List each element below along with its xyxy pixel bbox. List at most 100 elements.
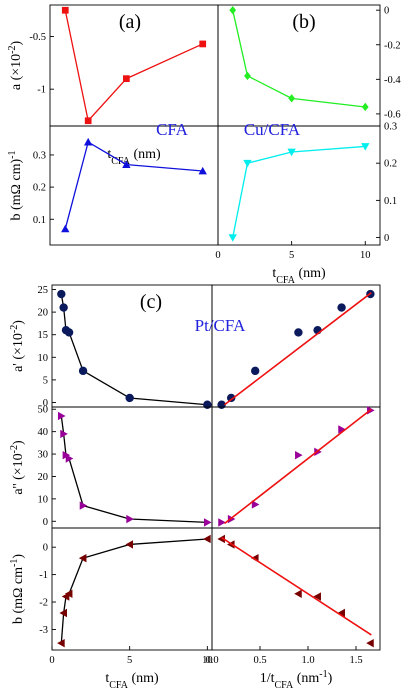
data-point xyxy=(217,534,225,544)
y-tick-label: 25 xyxy=(38,285,49,296)
data-point xyxy=(57,289,66,299)
panel-b_cfa: 0.1 0.2 0.3 CFA b (mΩ cm)-1 xyxy=(7,120,219,246)
data-point xyxy=(84,117,92,125)
plot-frame xyxy=(51,284,213,408)
data-point xyxy=(218,518,226,527)
data-point xyxy=(126,514,134,524)
svg-text:a (×10-2): a (×10-2) xyxy=(7,41,25,91)
y-tick-label: 50 xyxy=(38,405,49,416)
panel-b_cu: 0 0.1 0.2 0.3 0 5 10 Cu/CFA tCFA (nm) xyxy=(215,120,397,286)
data-point xyxy=(314,447,322,457)
x-axis-label-sub: CFA xyxy=(276,275,295,286)
data-point xyxy=(198,166,207,175)
x-tick-label: 0.0 xyxy=(205,655,218,666)
x-axis-unit-end: ) xyxy=(328,671,333,686)
x-tick-label: 5 xyxy=(127,655,132,666)
data-point xyxy=(57,411,66,421)
y-tick-label: 0.2 xyxy=(33,183,46,194)
y-tick-label: -0.5 xyxy=(29,32,46,43)
plot-frame xyxy=(51,406,213,529)
data-point xyxy=(366,638,374,648)
panel-c_app_t: 0 10 20 30 40 50 a'' (×10-2) xyxy=(9,405,213,529)
fit-line xyxy=(223,408,372,525)
y-tick-label: -1 xyxy=(37,85,46,96)
data-point xyxy=(227,393,236,403)
y-tick-label: 0 xyxy=(384,233,389,244)
y-tick-label: 0.3 xyxy=(33,150,46,161)
fit-line xyxy=(221,536,372,636)
x-axis-label: t xyxy=(272,266,276,281)
series-line xyxy=(64,141,203,230)
series-line xyxy=(64,10,203,123)
data-point xyxy=(251,366,260,376)
data-point xyxy=(125,393,134,403)
y-tick-label: -2 xyxy=(39,598,48,609)
data-point xyxy=(61,6,69,14)
data-point xyxy=(243,159,252,168)
x-axis-label: t xyxy=(105,671,109,686)
y-axis-label: b (mΩ cm) xyxy=(9,158,24,220)
y-tick-label: 5 xyxy=(43,375,48,386)
data-point xyxy=(251,500,260,509)
data-point xyxy=(294,589,302,598)
data-point xyxy=(65,454,74,463)
data-point xyxy=(122,160,131,168)
panel-c_ap_t: 0 5 10 15 20 25 (c) a' (×10-2) xyxy=(9,284,213,409)
data-point xyxy=(79,501,88,510)
y-tick-label: 40 xyxy=(38,427,49,438)
y-tick-label: -1 xyxy=(39,570,48,581)
data-point xyxy=(244,71,251,81)
x-tick-label: 1.0 xyxy=(301,655,314,666)
data-point xyxy=(83,137,93,146)
x-axis-unit: (nm) xyxy=(128,671,159,686)
y-axis-label: b (mΩ cm xyxy=(11,567,26,624)
y-axis-label-end: ) xyxy=(11,554,26,559)
panel-b: 0 -0.2 -0.4 -0.6 (b) xyxy=(217,4,401,127)
data-point xyxy=(287,148,296,157)
y-axis-label-sup: -2 xyxy=(9,445,20,453)
x-tick-label: 10 xyxy=(202,655,213,666)
series-annotation: CFA xyxy=(156,120,189,139)
svg-text:tCFA (nm): tCFA (nm) xyxy=(105,671,159,691)
data-point xyxy=(338,425,346,434)
y-tick-label: 0 xyxy=(43,517,48,528)
y-axis-label: a (×10 xyxy=(9,54,24,90)
y-axis-label-end: ) xyxy=(11,440,26,445)
data-point xyxy=(199,40,207,48)
x-tick-label: 0 xyxy=(215,250,220,261)
x-axis-label-sub: CFA xyxy=(109,680,128,691)
y-tick-label: 0.1 xyxy=(384,196,397,207)
plot-frame xyxy=(49,125,219,246)
y-axis-label-sup: -2 xyxy=(7,46,18,54)
panel-c_b_t: -3-2-100 5 10b (mΩ cm-1)tCFA (nm) xyxy=(9,527,213,691)
data-point xyxy=(64,328,74,337)
x-tick-label: 5 xyxy=(289,250,294,261)
y-tick-label: 15 xyxy=(38,330,49,341)
x-axis-unit: (nm xyxy=(293,671,319,686)
x-axis-unit: (nm) xyxy=(130,147,161,162)
y-axis-label-sup: -2 xyxy=(9,325,20,333)
data-point xyxy=(295,450,303,460)
y-tick-label: 0 xyxy=(43,398,48,409)
y-tick-label: 0 xyxy=(384,6,389,17)
data-point xyxy=(313,592,321,601)
x-axis-label-sub: CFA xyxy=(274,680,293,691)
data-point xyxy=(337,608,345,618)
y-tick-label: 10 xyxy=(38,353,49,364)
data-point xyxy=(78,366,88,376)
plot-frame xyxy=(211,284,381,408)
y-tick-label: 30 xyxy=(38,450,49,461)
y-axis-label-end: ) xyxy=(11,320,26,325)
data-point xyxy=(203,400,212,409)
data-point xyxy=(361,102,369,112)
svg-text:b (mΩ cm)-1: b (mΩ cm)-1 xyxy=(7,150,25,220)
y-tick-label: 10 xyxy=(38,494,49,505)
data-point xyxy=(60,429,68,439)
data-point xyxy=(61,224,70,233)
y-tick-label: 0.1 xyxy=(33,215,46,226)
x-tick-label: 0.5 xyxy=(253,655,266,666)
x-axis-unit-sup: -1 xyxy=(319,669,327,680)
panel-c_app_inv xyxy=(211,406,381,529)
svg-text:1/tCFA (nm-1): 1/tCFA (nm-1) xyxy=(260,669,333,691)
